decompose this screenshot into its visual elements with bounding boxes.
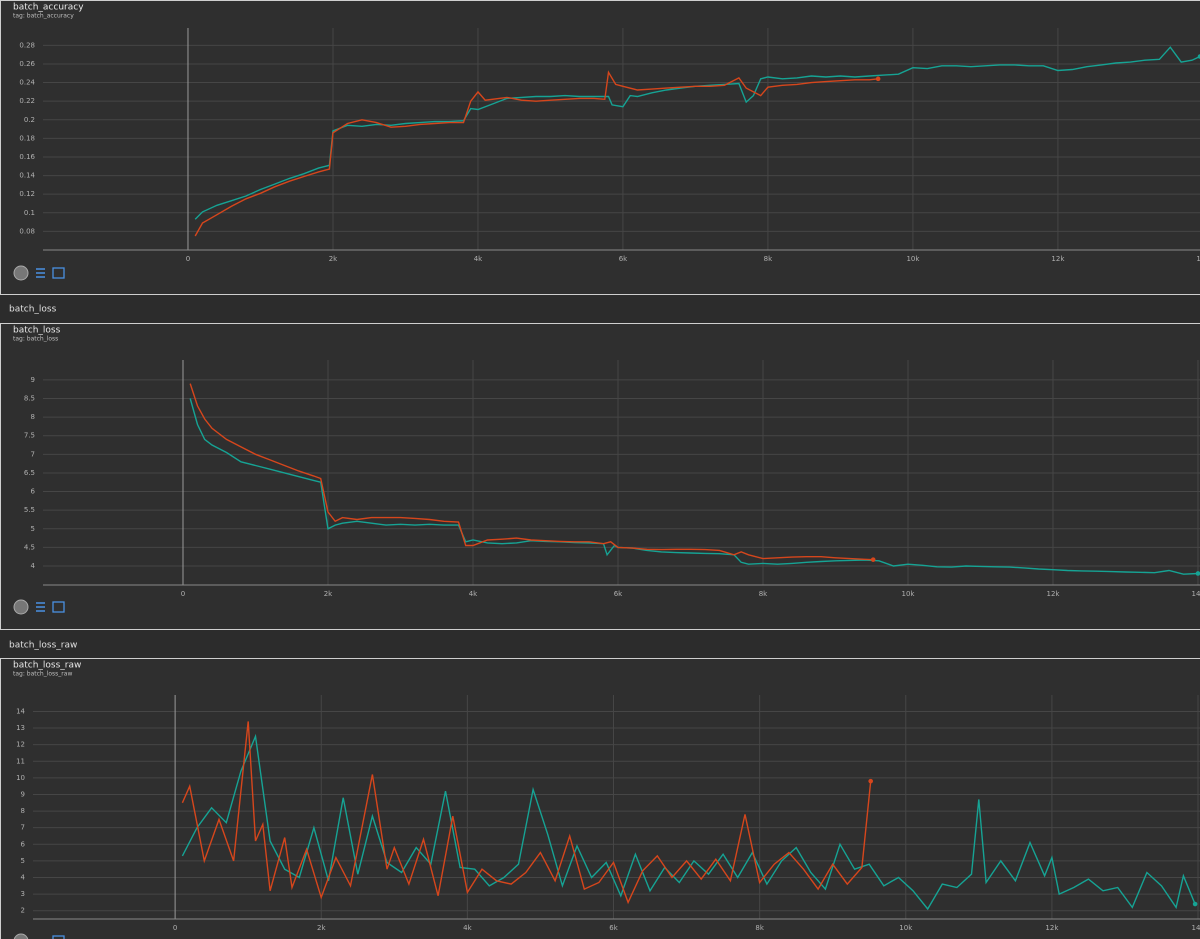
y-tick-label: 9 — [31, 376, 35, 384]
data-toggle[interactable] — [36, 602, 45, 612]
y-tick-label: 8.5 — [24, 394, 35, 402]
x-tick-label: 8k — [755, 924, 764, 932]
y-tick-label: 6 — [21, 840, 26, 848]
chart-subtitle: tag: batch_loss — [13, 336, 58, 343]
x-tick-label: 10k — [899, 924, 913, 932]
x-tick-label: 12k — [1045, 924, 1059, 932]
y-tick-label: 6 — [31, 488, 36, 496]
plot-area — [181, 721, 1198, 911]
last-point — [1192, 901, 1198, 907]
y-tick-label: 0.24 — [19, 79, 35, 87]
fit-toggle[interactable] — [52, 267, 65, 279]
panel-controls[interactable] — [13, 265, 65, 939]
y-tick-label: 5 — [21, 857, 25, 865]
x-tick-label: 4k — [474, 255, 483, 263]
x-tick-label: 10k — [901, 590, 915, 598]
series-line — [194, 70, 879, 237]
last-point — [1197, 54, 1200, 59]
y-tick-label: 0.26 — [19, 60, 35, 68]
y-tick-label: 5.5 — [24, 506, 35, 514]
panel — [0, 323, 1200, 630]
chart-subtitle: tag: batch_loss_raw — [13, 671, 72, 678]
y-tick-label: 3 — [21, 890, 25, 898]
y-tick-label: 9 — [21, 790, 25, 798]
y-tick-label: 0.08 — [19, 227, 35, 235]
chart-title: batch_loss_raw — [13, 661, 81, 671]
y-tick-label: 0.14 — [19, 172, 35, 180]
y-tick-label: 14 — [16, 707, 25, 715]
chart-subtitle: tag: batch_accuracy — [13, 13, 74, 20]
x-tick-label: 6k — [619, 255, 628, 263]
run-toggle[interactable] — [13, 599, 29, 615]
x-tick-label: 0 — [186, 255, 190, 263]
y-tick-label: 0.28 — [19, 41, 35, 49]
chart-title: batch_loss — [13, 326, 61, 336]
x-tick-label: 4k — [463, 924, 472, 932]
y-tick-label: 13 — [16, 724, 25, 732]
y-tick-label: 6.5 — [24, 469, 35, 477]
x-tick-label: 4k — [469, 590, 478, 598]
data-toggle[interactable] — [36, 268, 45, 278]
x-tick-label: 12k — [1046, 590, 1060, 598]
plot-area — [189, 383, 1200, 576]
x-tick-label: 14k — [1191, 590, 1200, 598]
x-tick-label: 10k — [906, 255, 920, 263]
series-line — [181, 721, 872, 905]
x-tick-label: 6k — [614, 590, 623, 598]
x-tick-label: 2k — [324, 590, 333, 598]
x-tick-label: 14k — [1192, 924, 1200, 932]
x-tick-label: 8k — [759, 590, 768, 598]
plot-area — [194, 46, 1200, 237]
y-tick-label: 0.18 — [19, 134, 35, 142]
y-tick-label: 11 — [16, 757, 25, 765]
chart-title: batch_accuracy — [13, 3, 84, 13]
y-tick-label: 0.16 — [19, 153, 35, 161]
x-tick-label: 2k — [329, 255, 338, 263]
x-tick-label: 0 — [181, 590, 185, 598]
x-tick-label: 14k — [1196, 255, 1200, 263]
last-point — [1195, 571, 1200, 576]
y-tick-label: 4.5 — [24, 543, 35, 551]
y-tick-label: 7 — [21, 824, 25, 832]
x-tick-label: 0 — [173, 924, 177, 932]
series-line — [189, 383, 874, 561]
y-tick-label: 8 — [31, 413, 35, 421]
y-tick-label: 0.12 — [19, 190, 35, 198]
series-line — [189, 398, 1199, 575]
x-tick-label: 8k — [764, 255, 773, 263]
panel — [0, 0, 1200, 295]
fit-toggle[interactable] — [52, 601, 65, 613]
y-tick-label: 0.1 — [24, 209, 35, 217]
panel — [0, 658, 1200, 939]
last-point — [875, 76, 881, 82]
y-tick-label: 5 — [31, 525, 35, 533]
y-tick-label: 12 — [16, 741, 25, 749]
run-toggle[interactable] — [13, 265, 29, 281]
last-point — [870, 557, 876, 562]
section-header[interactable]: batch_loss — [9, 305, 57, 315]
x-tick-label: 12k — [1051, 255, 1065, 263]
y-tick-label: 4 — [31, 562, 36, 570]
y-tick-label: 8 — [21, 807, 25, 815]
y-tick-label: 0.2 — [24, 116, 35, 124]
x-tick-label: 6k — [609, 924, 618, 932]
y-tick-label: 10 — [16, 774, 25, 782]
fit-toggle[interactable] — [52, 935, 65, 939]
y-tick-label: 0.22 — [19, 97, 35, 105]
y-tick-label: 7 — [31, 450, 35, 458]
x-tick-label: 2k — [317, 924, 326, 932]
last-point — [868, 778, 873, 784]
section-header[interactable]: batch_loss_raw — [9, 641, 77, 651]
y-tick-label: 7.5 — [24, 432, 35, 440]
run-toggle[interactable] — [13, 933, 29, 939]
series-line — [181, 733, 1196, 911]
y-tick-label: 2 — [21, 907, 25, 915]
y-tick-label: 4 — [21, 873, 26, 881]
